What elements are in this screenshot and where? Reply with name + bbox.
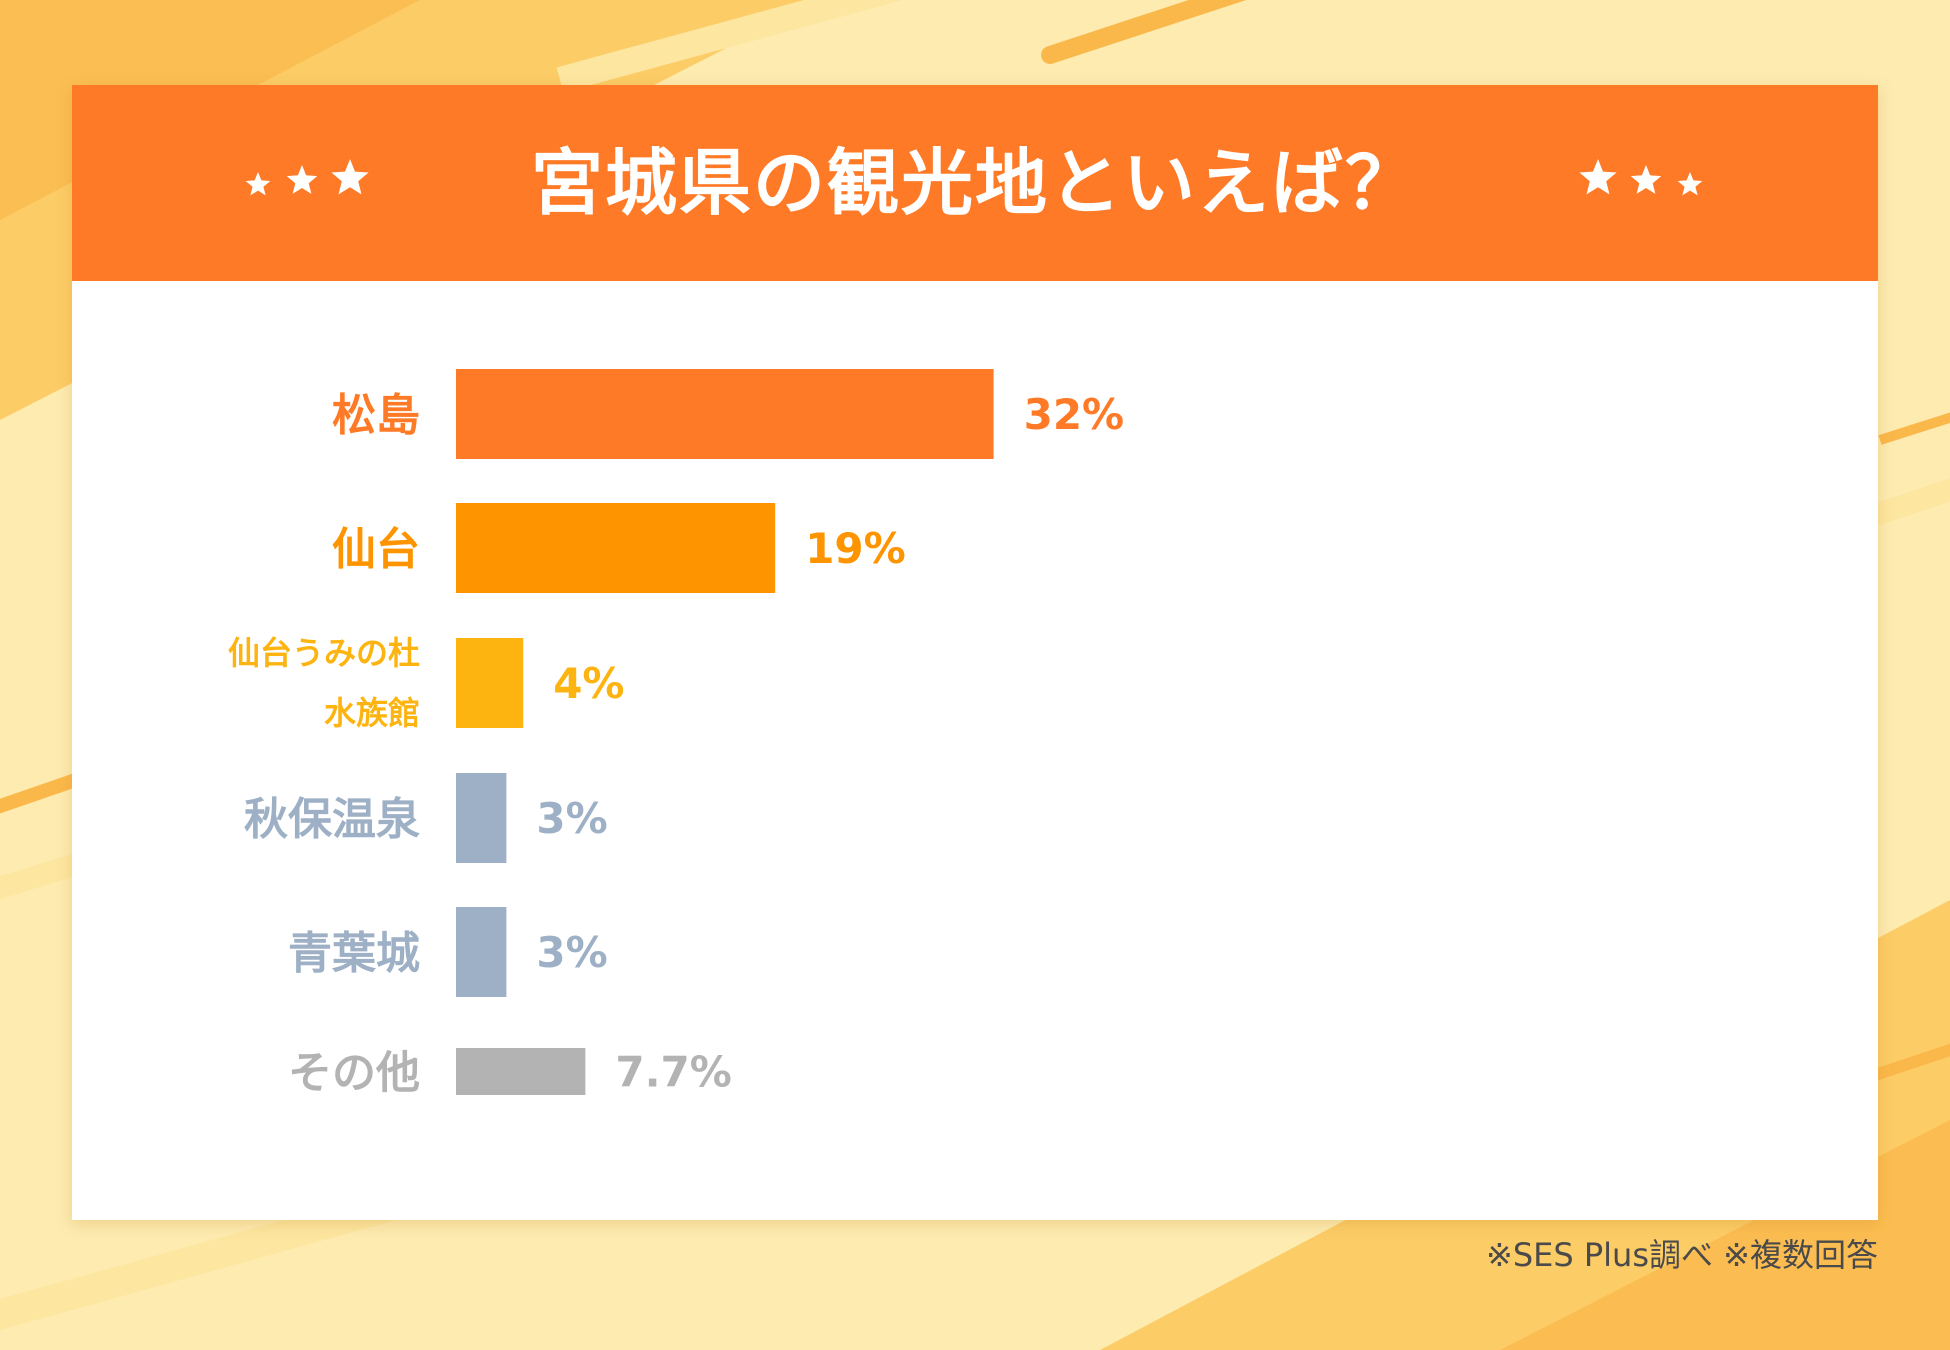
- category-label-1: 松島: [332, 390, 420, 441]
- value-label-6: 7.7%: [615, 1048, 731, 1097]
- bar-1: [456, 369, 994, 459]
- value-label-2: 19%: [805, 524, 906, 573]
- value-label-3: 4%: [553, 659, 624, 708]
- category-label-5: 青葉城: [288, 928, 420, 979]
- value-label-1: 32%: [1024, 390, 1125, 439]
- stars-left-icon: [245, 159, 369, 196]
- chart-title: 宮城県の観光地といえば？: [530, 141, 1419, 225]
- value-label-5: 3%: [536, 928, 607, 977]
- value-label-4: 3%: [536, 794, 607, 843]
- bar-4: [456, 773, 507, 863]
- bar-6: [456, 1048, 586, 1095]
- stars-right-icon: [1579, 159, 1703, 196]
- bar-3: [456, 638, 524, 728]
- chart-card: 宮城県の観光地といえば？ 32% 松島 19% 仙台 4% 仙台うみの杜水族館 3% 秋保温泉…: [72, 85, 1878, 1220]
- category-label-3-line-2: 水族館: [324, 694, 420, 732]
- category-label-4: 秋保温泉: [244, 794, 420, 845]
- bar-5: [456, 907, 507, 997]
- source-footnote: ※SES Plus調べ ※複数回答: [1486, 1236, 1878, 1274]
- category-label-3-line-1: 仙台うみの杜: [228, 634, 420, 672]
- chart-header: 宮城県の観光地といえば？: [72, 85, 1878, 281]
- category-label-6: その他: [288, 1048, 420, 1099]
- bar-2: [456, 503, 776, 593]
- category-label-2: 仙台: [332, 524, 420, 575]
